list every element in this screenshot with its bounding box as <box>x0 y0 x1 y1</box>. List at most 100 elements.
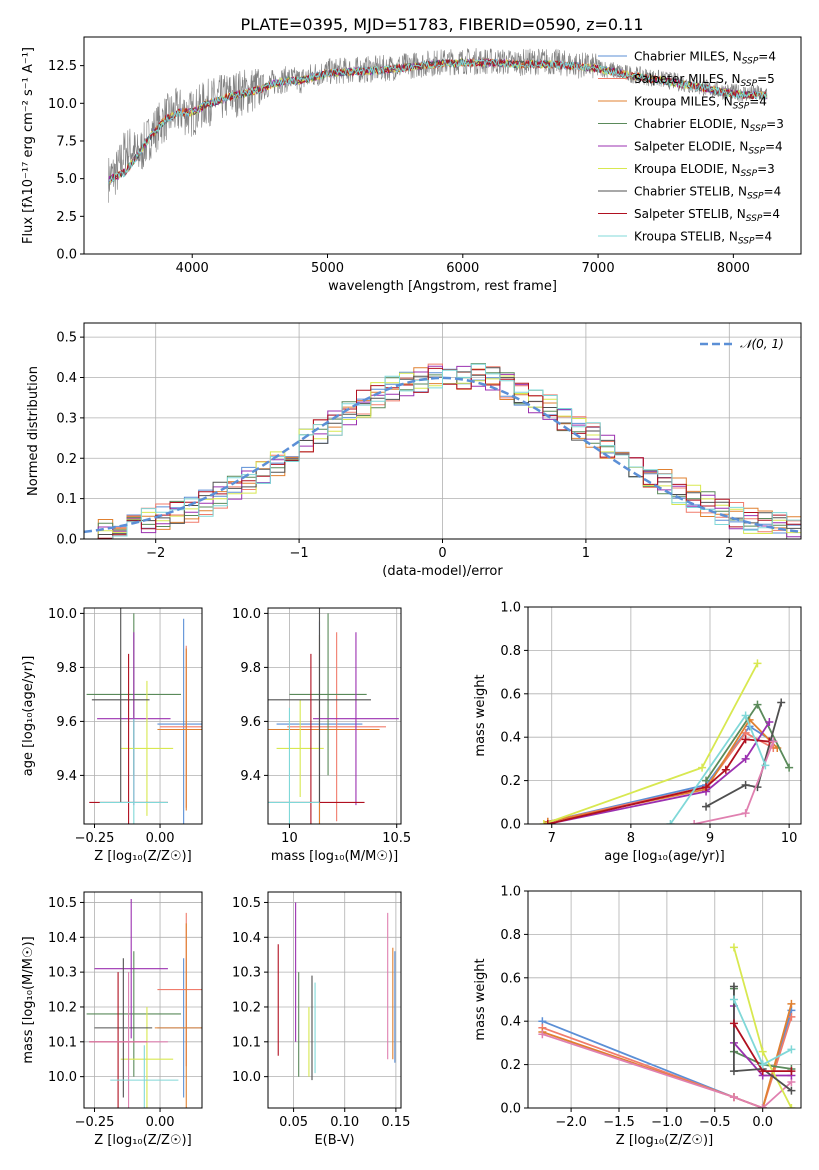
weight-marker <box>758 1047 767 1056</box>
x-axis-label: wavelength [Angstrom, rest frame] <box>328 279 557 294</box>
y-tick-label: 0.0 <box>56 533 77 548</box>
x-axis-label: mass [log₁₀(M/M☉)] <box>271 849 398 864</box>
weight-line-3 <box>542 1033 793 1108</box>
y-tick-label: 10.2 <box>232 1000 261 1015</box>
weight-marker <box>741 711 750 720</box>
y-tick-label: 9.6 <box>240 715 261 730</box>
x-axis-label: Z [log₁₀(Z/Z☉)] <box>94 849 191 864</box>
x-tick-label: −0.25 <box>75 831 115 846</box>
y-axis-label: mass [log₁₀(M/M☉)] <box>21 936 36 1063</box>
y-tick-label: 0.6 <box>500 971 521 986</box>
x-tick-label: −0.5 <box>699 1115 731 1130</box>
plot-area <box>84 363 801 539</box>
weight-marker <box>777 698 786 707</box>
legend-model-name: Chabrier MILES <box>634 50 725 64</box>
y-tick-label: 10.0 <box>48 1070 77 1085</box>
legend-entry: Kroupa MILES, NSSP=4 <box>634 95 767 112</box>
legend-model-name: Salpeter MILES <box>634 72 724 86</box>
plot-area <box>86 898 202 1108</box>
x-tick-label: 9 <box>706 831 714 846</box>
legend-model-name: Kroupa STELIB <box>634 230 721 244</box>
weight-marker <box>690 820 699 824</box>
weight-marker <box>729 995 738 1004</box>
weight-marker <box>539 820 548 824</box>
weight-marker <box>538 1030 547 1039</box>
weight-marker <box>741 735 750 744</box>
y-tick-label: 9.6 <box>56 715 77 730</box>
y-tick-label: 0.4 <box>500 731 521 746</box>
age-vs-mass-panel: 10 10.5 9.4 9.6 9.8 10.0 mass [log₁₀(M/M☉)] <box>232 607 411 864</box>
y-tick-label: 0.0 <box>500 818 521 833</box>
x-tick-label: 4000 <box>176 261 209 276</box>
y-tick-label: 7.5 <box>56 134 77 149</box>
histogram-step-8 <box>84 363 801 539</box>
legend-nssp-value: 3 <box>767 162 775 176</box>
mass-weight-vs-metallicity-panel: −2.0 −1.5 −1.0 −0.5 0.0 0.0 0.2 0.4 0.6 0.8 1.0 Z [… <box>473 885 802 1148</box>
axes-frame <box>527 606 802 825</box>
x-tick-label: 0.15 <box>381 1115 410 1130</box>
weight-marker <box>787 999 796 1008</box>
x-tick-label: −0.25 <box>75 1115 115 1130</box>
axes-frame <box>83 607 203 825</box>
y-tick-label: 0.2 <box>56 452 77 467</box>
weight-marker <box>741 754 750 763</box>
weight-marker <box>787 1012 796 1021</box>
legend-entry: Salpeter MILES, NSSP=5 <box>634 72 775 89</box>
y-tick-label: 0.1 <box>56 492 77 507</box>
weight-marker <box>729 1019 738 1028</box>
x-tick-label: 0.00 <box>146 831 175 846</box>
legend-nssp-value: 4 <box>768 50 776 64</box>
plot-area <box>538 943 796 1108</box>
legend-entry: Chabrier STELIB, NSSP=4 <box>634 185 781 202</box>
weight-marker <box>758 1104 767 1108</box>
plot-area <box>107 48 768 203</box>
legend-nssp-value: 4 <box>764 230 772 244</box>
x-tick-label: 0.10 <box>330 1115 359 1130</box>
legend-gaussian-label: 𝒩(0, 1) <box>740 337 784 351</box>
x-axis-label: Z [log₁₀(Z/Z☉)] <box>616 1133 713 1148</box>
weight-marker <box>702 783 711 792</box>
legend-model-name: Salpeter STELIB <box>634 207 729 221</box>
y-tick-label: 10.1 <box>232 1035 261 1050</box>
legend-nssp-value: 4 <box>775 140 783 154</box>
legend-entry: Kroupa STELIB, NSSP=4 <box>634 230 772 247</box>
legend-entry: Salpeter STELIB, NSSP=4 <box>634 207 780 224</box>
legend-model-name: Salpeter ELODIE <box>634 140 732 154</box>
legend-entry: Salpeter ELODIE, NSSP=4 <box>634 140 783 157</box>
mass-weight-vs-age-panel: 7 8 9 10 0.0 0.2 0.4 0.6 0.8 1.0 age [log₁₀(age/yr… <box>473 601 802 864</box>
y-tick-label: 9.8 <box>56 661 77 676</box>
weight-marker <box>729 1067 738 1076</box>
weight-marker <box>765 718 774 727</box>
weight-marker <box>666 820 675 824</box>
weight-marker <box>758 1060 767 1069</box>
y-axis-label: age [log₁₀(age/yr)] <box>21 656 36 777</box>
x-tick-label: 0.05 <box>279 1115 308 1130</box>
x-tick-label: 8000 <box>717 261 750 276</box>
plot-area <box>86 608 202 824</box>
y-tick-label: 9.4 <box>56 769 77 784</box>
weight-marker <box>698 763 707 772</box>
x-tick-label: 5000 <box>311 261 344 276</box>
y-tick-label: 0.4 <box>500 1015 521 1030</box>
y-axis-label: mass weight <box>473 674 488 756</box>
y-tick-label: 2.5 <box>56 210 77 225</box>
weight-marker <box>769 737 778 746</box>
y-tick-label: 0.2 <box>500 774 521 789</box>
y-tick-label: 12.5 <box>48 59 77 74</box>
y-tick-label: 10.3 <box>48 966 77 981</box>
x-tick-label: 10 <box>281 831 298 846</box>
x-tick-label: 0 <box>438 546 446 561</box>
weight-marker <box>729 982 738 991</box>
x-tick-label: 6000 <box>446 261 479 276</box>
legend-nssp-value: 3 <box>776 117 784 131</box>
axes-frame <box>267 607 402 825</box>
y-tick-label: 10.5 <box>48 896 77 911</box>
x-axis-label: Z [log₁₀(Z/Z☉)] <box>94 1133 191 1148</box>
x-tick-label: 0.00 <box>146 1115 175 1130</box>
weight-marker <box>761 761 770 770</box>
weight-marker <box>785 763 794 772</box>
x-tick-label: 8 <box>627 831 635 846</box>
plot-area <box>539 659 794 824</box>
y-axis-label: Normed distribution <box>26 366 41 496</box>
